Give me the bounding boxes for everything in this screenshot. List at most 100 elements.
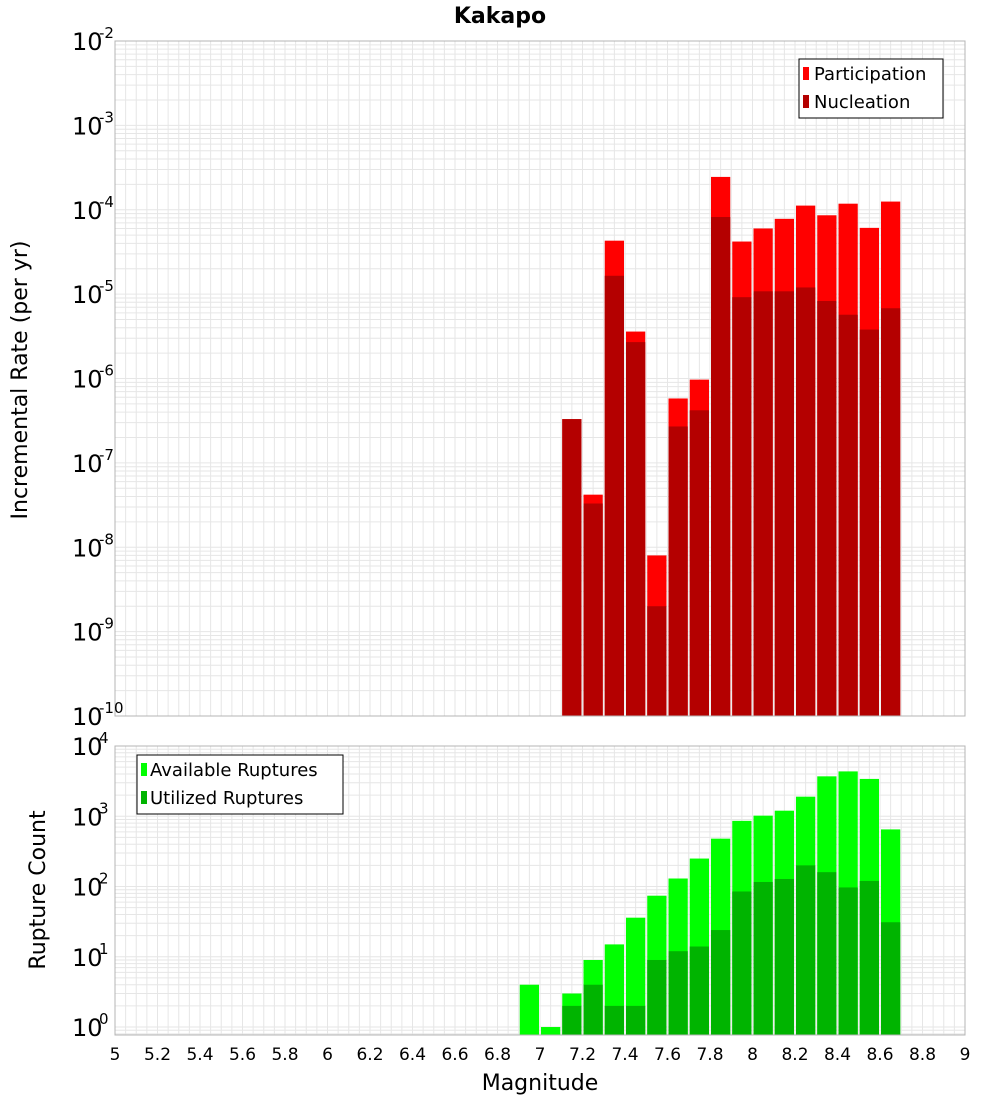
top-y-tick-exponent: -9 <box>99 615 114 633</box>
top-y-tick-label: 10-5 <box>72 277 114 309</box>
bottom-bar-series-1 <box>519 984 539 1035</box>
top-bar-series-2 <box>626 342 646 716</box>
top-y-tick-exponent: -3 <box>99 108 114 126</box>
bottom-bar-series-2 <box>753 881 773 1035</box>
bottom-y-tick-base: 10 <box>72 874 103 902</box>
legend-swatch-available <box>141 763 147 776</box>
top-y-axis-label: Incremental Rate (per yr) <box>8 241 33 520</box>
x-tick-label: 5.8 <box>271 1045 298 1065</box>
top-y-tick-base: 10 <box>72 281 103 309</box>
top-bar-series-2 <box>562 419 582 716</box>
x-tick-label: 8.2 <box>781 1045 808 1065</box>
bottom-bar-series-2 <box>732 891 752 1035</box>
top-bar-series-2 <box>796 287 816 716</box>
top-bar-series-2 <box>711 217 731 716</box>
bottom-y-axis-label: Rupture Count <box>26 810 51 970</box>
bottom-y-tick-exponent: 0 <box>99 1010 109 1028</box>
x-tick-label: 9 <box>960 1045 971 1065</box>
top-y-tick-exponent: -4 <box>99 193 114 211</box>
bottom-y-tick-label: 103 <box>72 799 109 831</box>
top-y-tick-base: 10 <box>72 112 103 140</box>
x-tick-label: 7 <box>535 1045 546 1065</box>
legend-label-participation: Participation <box>814 64 926 85</box>
top-y-tick-exponent: -8 <box>99 530 114 548</box>
top-y-tick-label: 10-7 <box>72 446 114 478</box>
bottom-y-tick-label: 101 <box>72 940 109 972</box>
bottom-y-tick-base: 10 <box>72 803 103 831</box>
x-tick-label: 5.2 <box>144 1045 171 1065</box>
top-bar-series-2 <box>859 329 879 716</box>
top-bar-series-2 <box>732 297 752 716</box>
bottom-bar-series-2 <box>668 951 688 1035</box>
top-legend-box <box>798 58 944 119</box>
bottom-bar-series-2 <box>711 930 731 1035</box>
top-y-tick-label: 10-6 <box>72 362 114 394</box>
top-y-tick-base: 10 <box>72 534 103 562</box>
top-bar-series-2 <box>774 291 794 716</box>
top-bar-series-2 <box>689 410 709 716</box>
x-tick-label: 8 <box>747 1045 758 1065</box>
x-tick-label: 5 <box>110 1045 121 1065</box>
legend-label-utilized: Utilized Ruptures <box>150 788 303 809</box>
x-tick-label: 8.8 <box>909 1045 936 1065</box>
bottom-y-tick-label: 104 <box>72 729 109 761</box>
bottom-bar-series-2 <box>774 878 794 1035</box>
top-y-tick-label: 10-10 <box>72 699 124 731</box>
top-y-tick-label: 10-9 <box>72 615 114 647</box>
bottom-bar-series-1 <box>626 917 646 1035</box>
bottom-y-tick-label: 100 <box>72 1010 109 1042</box>
x-tick-label: 6.8 <box>484 1045 511 1065</box>
top-y-tick-exponent: -2 <box>99 24 114 42</box>
top-y-tick-exponent: -5 <box>99 277 114 295</box>
x-tick-label: 5.6 <box>229 1045 256 1065</box>
top-y-tick-exponent: -7 <box>99 446 114 464</box>
bottom-bar-series-1 <box>541 1027 561 1035</box>
top-bar-series-2 <box>753 291 773 716</box>
x-tick-label: 6.2 <box>356 1045 383 1065</box>
bottom-bar-series-2 <box>626 1005 646 1035</box>
top-y-tick-base: 10 <box>72 703 103 731</box>
bottom-y-tick-base: 10 <box>72 733 103 761</box>
chart-title: Kakapo <box>454 4 546 29</box>
x-tick-label: 6 <box>322 1045 333 1065</box>
top-y-tick-label: 10-2 <box>72 24 114 56</box>
bottom-bar-series-2 <box>859 880 879 1035</box>
top-y-ticks: 10-210-310-410-510-610-710-810-910-10 <box>72 24 124 731</box>
top-bar-series-2 <box>881 308 901 716</box>
x-tick-label: 7.2 <box>569 1045 596 1065</box>
legend-label-available: Available Ruptures <box>150 760 318 781</box>
bottom-bar-series-2 <box>562 1005 582 1035</box>
top-y-tick-base: 10 <box>72 366 103 394</box>
top-y-tick-exponent: -6 <box>99 362 114 380</box>
x-axis-label: Magnitude <box>482 1071 599 1096</box>
bottom-bar-series-2 <box>817 872 837 1035</box>
top-bar-series-2 <box>647 606 667 716</box>
bottom-y-tick-base: 10 <box>72 944 103 972</box>
top-bar-series-2 <box>838 314 858 716</box>
bottom-bar-series-2 <box>604 1005 624 1035</box>
top-y-tick-base: 10 <box>72 450 103 478</box>
x-tick-label: 7.6 <box>654 1045 681 1065</box>
bottom-y-tick-exponent: 2 <box>99 870 109 888</box>
legend-swatch-utilized <box>141 791 147 804</box>
top-y-tick-label: 10-4 <box>72 193 114 225</box>
top-y-tick-base: 10 <box>72 619 103 647</box>
top-y-tick-label: 10-8 <box>72 530 114 562</box>
x-tick-label: 8.4 <box>824 1045 851 1065</box>
legend-label-nucleation: Nucleation <box>814 92 910 113</box>
top-legend: Participation Nucleation <box>798 58 944 119</box>
bottom-x-ticks: 5 5.2 5.4 5.6 5.8 6 6.2 6.4 6.6 6.8 7 7.2 7.4 7.6 7.8 8… <box>110 1045 971 1065</box>
x-tick-label: 6.6 <box>441 1045 468 1065</box>
bottom-y-tick-exponent: 4 <box>99 729 109 747</box>
bottom-bar-series-2 <box>881 922 901 1035</box>
x-tick-label: 7.4 <box>611 1045 638 1065</box>
bottom-bar-series-2 <box>796 865 816 1035</box>
bottom-plot-bars <box>519 771 901 1035</box>
legend-swatch-participation <box>803 67 809 80</box>
x-tick-label: 7.8 <box>696 1045 723 1065</box>
top-y-tick-exponent: -10 <box>99 699 124 717</box>
top-plot-bars <box>562 176 901 717</box>
bottom-y-tick-exponent: 3 <box>99 799 109 817</box>
top-y-tick-base: 10 <box>72 197 103 225</box>
